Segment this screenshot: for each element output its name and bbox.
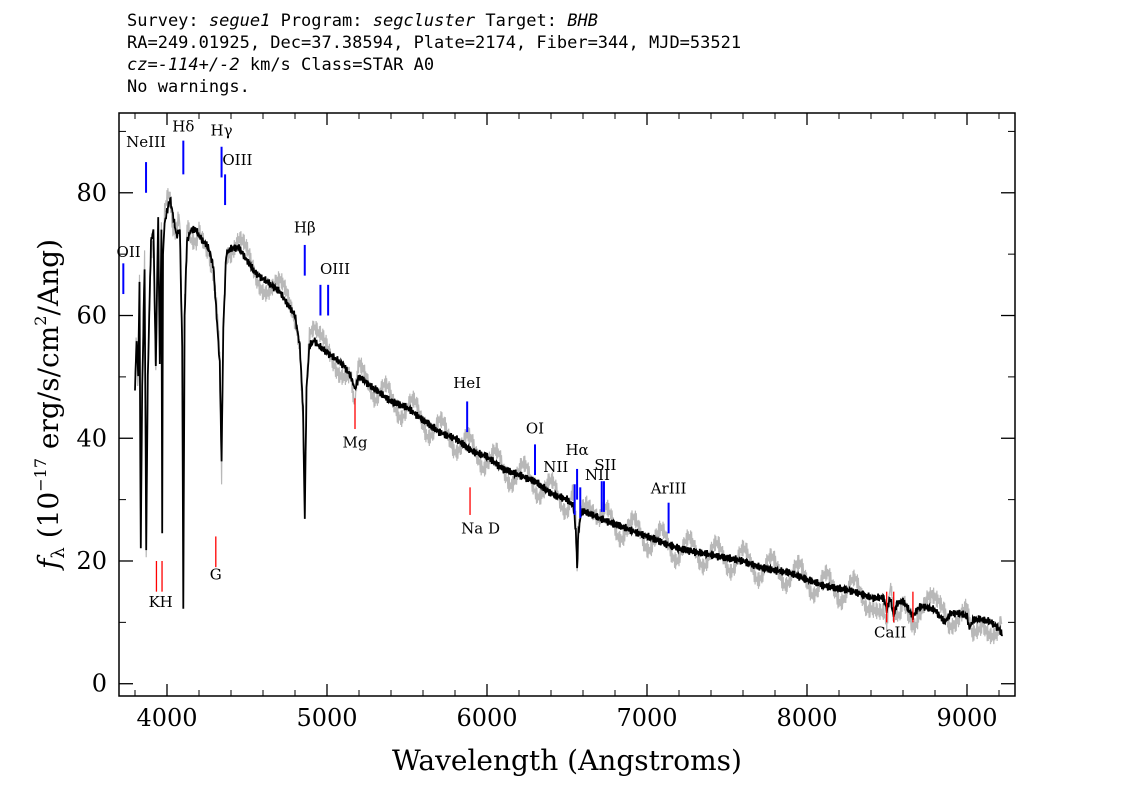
line-label-caii: CaII [874, 624, 906, 642]
x-tick-label: 7000 [616, 704, 677, 732]
line-label-hei: HeI [453, 374, 481, 392]
survey-value: segue1 [208, 11, 271, 31]
error-band-layer [134, 188, 1003, 645]
line-label-oiii: OIII [320, 260, 350, 278]
y-tick-label: 0 [92, 670, 107, 698]
line-label-hα: Hα [565, 441, 588, 459]
target-value: BHB [567, 11, 598, 31]
line-label-hγ: Hγ [211, 122, 233, 140]
x-tick-label: 4000 [136, 704, 197, 732]
line-label-oi: OI [526, 419, 544, 437]
spectrum-header: Survey: segue1 Program: segcluster Targe… [127, 10, 741, 98]
plot-frame [118, 112, 1016, 697]
svg-text:fλ (10−17 erg/s/cm2/Ang): fλ (10−17 erg/s/cm2/Ang) [31, 239, 69, 571]
line-label-ariii: ArIII [650, 479, 687, 497]
y-tick-label: 60 [76, 302, 107, 330]
x-tick-label: 8000 [776, 704, 837, 732]
y-tick-label: 80 [76, 179, 107, 207]
line-label-sii: SII [594, 456, 616, 474]
line-label-hδ: Hδ [172, 117, 194, 135]
redshift-value: cz=-114+/-2 [127, 55, 240, 75]
survey-label: Survey: [127, 11, 199, 31]
header-line-redshift: cz=-114+/-2 km/s Class=STAR A0 [127, 54, 741, 76]
line-label-nii: NII [585, 466, 610, 484]
flux-error-band [134, 188, 1003, 645]
line-label-nii: NII [543, 458, 568, 476]
line-label-oii: OII [117, 243, 141, 261]
line-label-hβ: Hβ [294, 219, 316, 237]
header-line-survey: Survey: segue1 Program: segcluster Targe… [127, 10, 741, 32]
class-value: km/s Class=STAR A0 [249, 55, 435, 75]
x-axis-label: Wavelength (Angstroms) [392, 744, 742, 777]
line-label-na-d: Na D [461, 519, 500, 537]
program-value: segcluster [372, 11, 476, 31]
y-tick-label: 40 [76, 424, 107, 452]
y-tick-label: 20 [76, 547, 107, 575]
target-label: Target: [485, 11, 557, 31]
axis-tick-layer: 4000 5000 6000 7000 8000 9000 0 20 40 60 80 [76, 113, 1015, 732]
flux-series-line [134, 196, 1004, 637]
line-label-oiii: OIII [222, 151, 252, 169]
line-label-k: K [149, 593, 161, 611]
flux-line-layer [134, 196, 1004, 637]
x-tick-label: 9000 [936, 704, 997, 732]
header-line-coords: RA=249.01925, Dec=37.38594, Plate=2174, … [127, 33, 742, 53]
x-tick-label: 5000 [296, 704, 357, 732]
program-label: Program: [280, 11, 363, 31]
x-tick-label: 6000 [456, 704, 517, 732]
line-label-g: G [210, 565, 222, 583]
line-label-mg: Mg [343, 433, 368, 451]
header-line-warnings: No warnings. [127, 77, 250, 97]
y-axis-label: fλ (10−17 erg/s/cm2/Ang) [31, 239, 69, 571]
line-label-h: H [160, 593, 173, 611]
line-label-neiii: NeIII [126, 133, 166, 151]
